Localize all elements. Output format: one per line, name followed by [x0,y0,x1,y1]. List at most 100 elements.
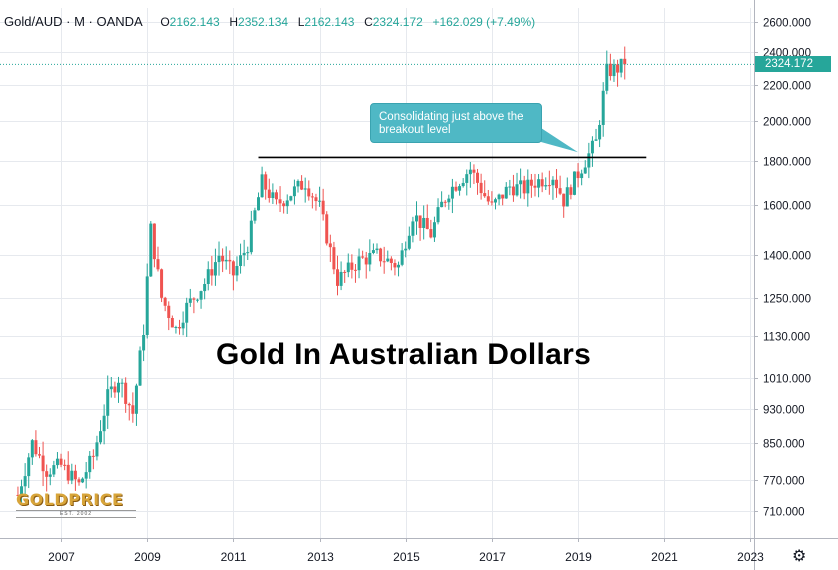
candle-body [185,302,189,323]
candle-body [404,248,408,251]
candle-body [120,382,124,384]
candle-body [357,256,361,271]
price-axis[interactable]: 2600.0002400.0002200.0002000.0001800.000… [754,0,811,570]
candle-body [594,139,598,141]
candle-body [332,247,336,270]
candle-body [221,255,225,262]
ohlc-open: O2162.143 [160,15,220,29]
candle-body [364,257,368,265]
candle-body [555,179,559,189]
candle-body [16,494,20,496]
logo-est: EST. 2002 [16,510,136,518]
time-axis[interactable]: 2007 2009 2011 2013 2015 2017 2019 2021 2023 [0,538,838,564]
candle-body [235,265,239,276]
candle-body [156,259,160,270]
time-tick-label: 2011 [221,550,247,564]
price-tick-label: 710.000 [763,507,805,519]
last-price-label: 2324.172 [755,56,831,73]
candle-body [393,262,397,268]
candle-body [425,217,429,230]
symbol-label: Gold/AUD · M · OANDA [4,14,143,29]
candle-body [429,229,433,238]
candle-body [411,221,415,236]
candle-body [565,187,569,207]
gear-icon[interactable]: ⚙ [792,548,807,565]
overlays [0,63,754,159]
candle-body [310,196,314,198]
candle-body [522,180,526,194]
candle-body [228,259,232,262]
candle-body [576,171,580,179]
candle-body [239,255,243,266]
candle-body [605,63,609,91]
candle-body [170,318,174,328]
candle-body [432,222,436,238]
candle-body [264,174,268,190]
candle-body [350,262,354,270]
candle-body [321,200,325,215]
price-tick-label: 930.000 [763,405,805,417]
candle-body [307,188,311,197]
candle-body [23,476,27,487]
candle-body [113,386,117,393]
candle-body [508,186,512,188]
candle-body [504,186,508,199]
candle-body [278,199,282,204]
symbol-header: Gold/AUD · M · OANDA O2162.143 H2352.134… [4,14,535,29]
candle-body [246,252,250,254]
candle-body [497,194,501,200]
candle-body [174,327,178,329]
ohlc-high: H2352.134 [229,15,289,29]
candle-body [282,203,286,207]
candle-body [418,215,422,228]
candle-body [612,64,616,77]
candle-body [397,264,401,268]
candle-body [598,124,602,140]
candle-body [572,171,576,195]
candle-body [289,196,293,201]
candle-body [511,186,515,196]
price-tick-label: 1600.000 [763,201,811,213]
candle-body [486,196,490,202]
candle-body [450,186,454,199]
price-tick-label: 1250.000 [763,294,811,306]
candle-body [253,210,257,221]
candle-body [138,350,142,386]
candle-body [217,255,221,263]
candle-body [325,214,329,244]
candle-body [285,200,289,207]
chart-title: Gold In Australian Dollars [216,338,592,371]
candle-body [608,63,612,77]
price-tick-label: 1400.000 [763,251,811,263]
candle-body [343,271,347,273]
candle-body [361,256,365,258]
candle-body [318,200,322,202]
candle-body [443,201,447,203]
candle-body [181,322,185,329]
candle-body [501,194,505,199]
candle-body [540,179,544,187]
time-tick-label: 2009 [134,550,161,564]
price-tick-label: 1800.000 [763,157,811,169]
candle-body [375,248,379,251]
candle-body [199,291,203,300]
goldprice-logo: GOLDPRICE EST. 2002 [16,490,136,518]
candle-body [292,186,296,197]
candle-body [66,464,70,481]
candle-body [580,173,584,179]
candle-body [476,172,480,183]
candle-body [257,197,261,211]
time-tick-label: 2007 [48,550,75,564]
candle-body [346,262,350,273]
annotation-callout[interactable]: Consolidating just above the breakout le… [370,103,542,143]
candle-body [547,185,551,187]
candle-body [562,193,566,207]
candle-body [519,180,523,185]
candle-body [583,167,587,174]
candle-body [529,179,533,186]
candle-body [102,415,106,432]
candle-body [178,327,182,329]
candle-body [303,188,307,190]
candle-body [465,174,469,183]
